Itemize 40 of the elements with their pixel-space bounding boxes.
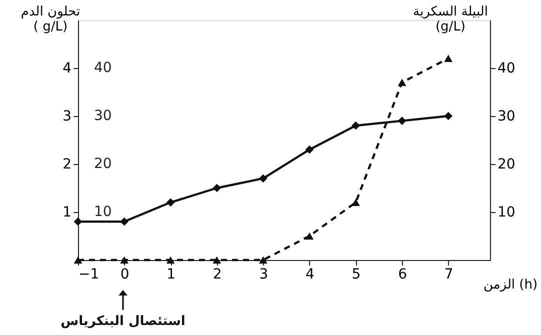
y-tick-label: 1 [62,204,72,220]
x-tick-label: 3 [259,266,268,282]
point [444,112,453,120]
point [305,145,314,154]
y-tick-label: 3 [62,108,72,124]
y2-tick-label: 30 [94,108,112,124]
y3-tick-label: 10 [498,204,516,220]
x-tick-label: 5 [352,266,361,282]
x-tick-label: 7 [444,266,454,282]
x-tick-label: 1 [166,266,176,282]
point [398,116,406,125]
x-tick-label: −1 [78,266,100,282]
y2-tick-label: 20 [94,156,112,172]
y-tick-label: 2 [62,156,72,172]
point [120,256,128,264]
point [74,217,82,226]
point [305,232,314,240]
x-tick-label: 0 [120,266,130,282]
point [120,217,128,226]
y-tick-label: 4 [62,60,72,76]
text: استئصال البنكرياس [60,314,186,329]
y3-tick-label: 20 [498,156,516,172]
point [258,174,268,183]
point [352,121,360,130]
point [212,184,222,192]
point [166,198,175,207]
point [444,54,453,62]
y2-tick-label: 40 [94,60,112,76]
point [258,256,268,264]
point [166,256,175,264]
point [398,78,406,86]
point [212,256,222,264]
y3-tick-label: 40 [498,60,516,76]
x-tick-label: 6 [398,266,408,282]
x-axis-title: الزمن (h) [483,278,538,292]
y3-tick-label: 30 [498,108,516,124]
x-tick-label: 2 [212,266,222,282]
y2-tick-label: 10 [94,204,112,220]
point [352,198,360,206]
x-tick-label: 4 [306,266,314,282]
